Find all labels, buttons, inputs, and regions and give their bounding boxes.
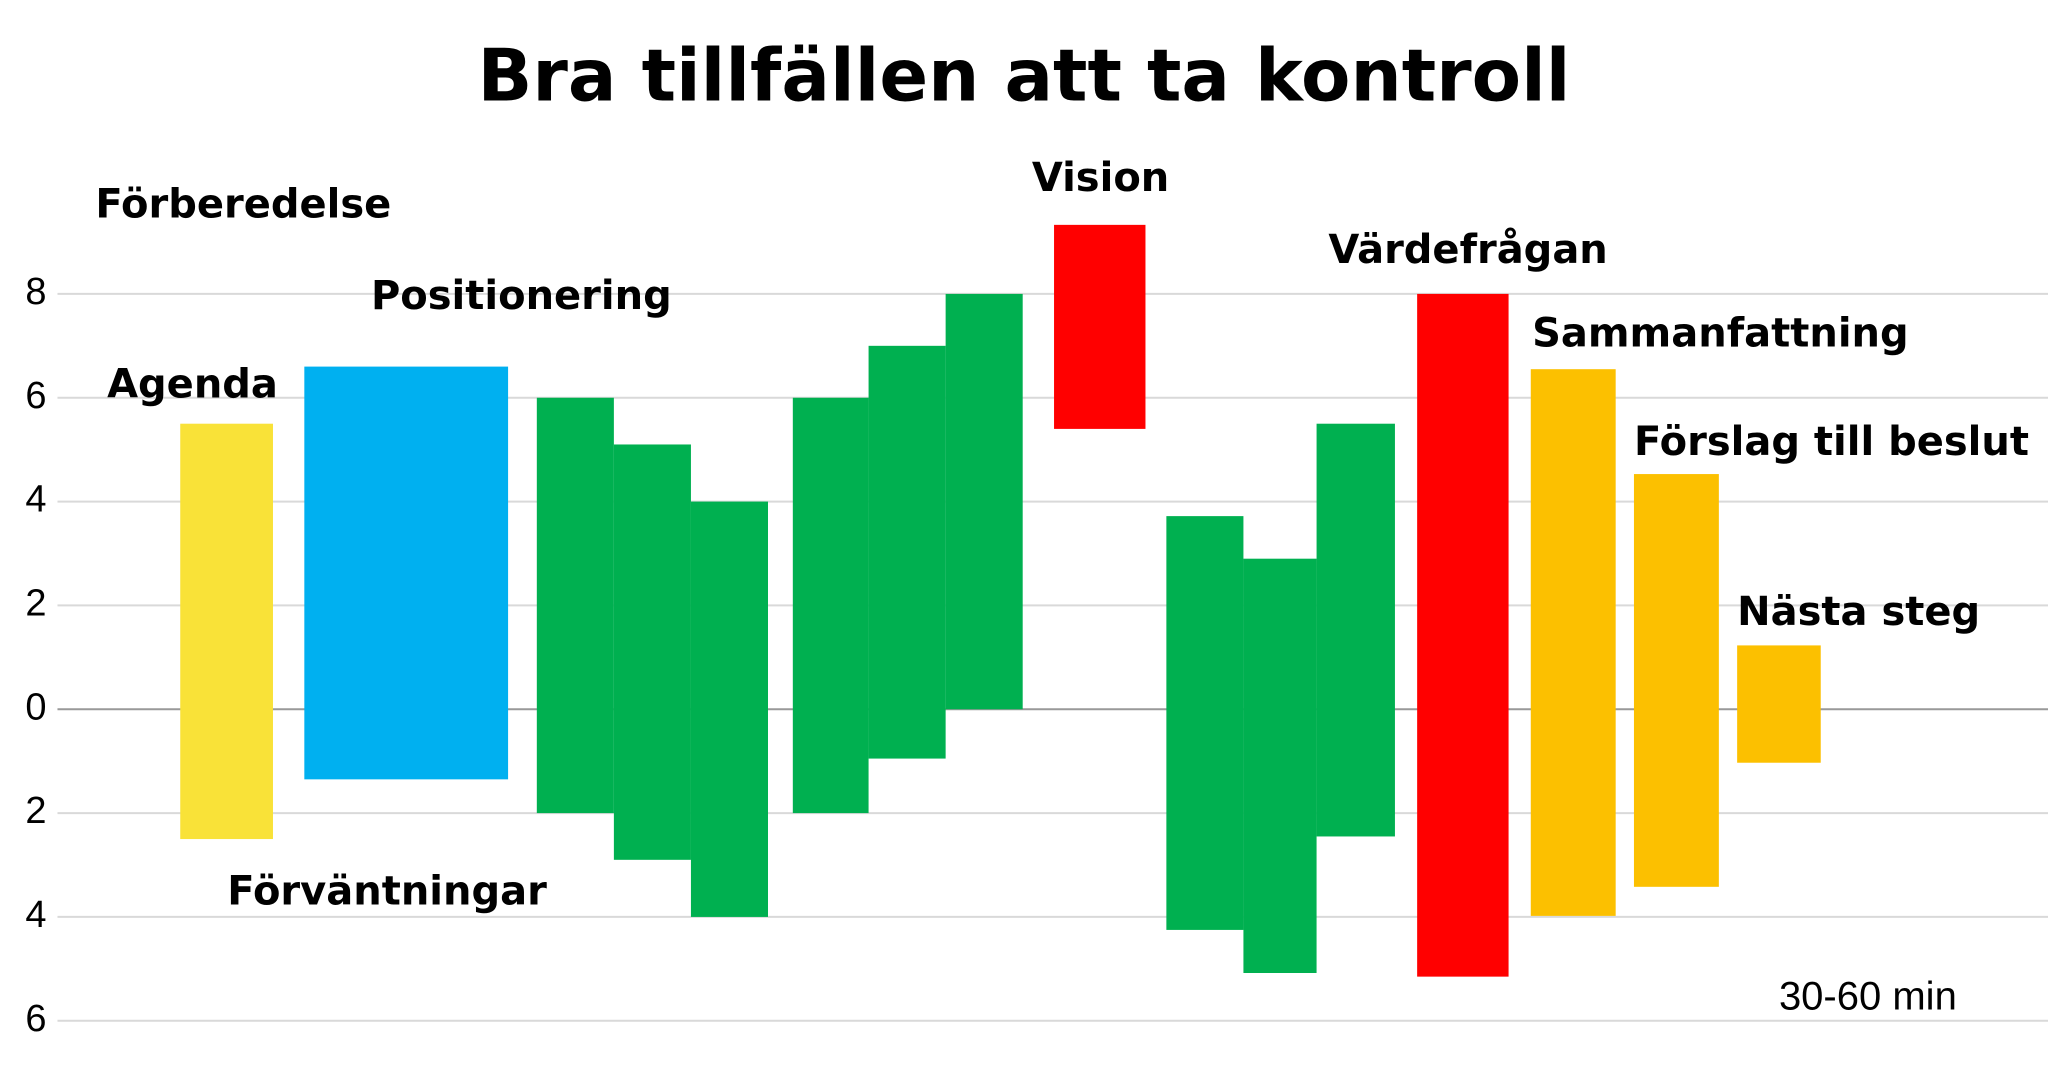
bar <box>945 293 1023 710</box>
bar <box>868 345 946 759</box>
annotation: 30-60 min <box>1779 975 1957 1019</box>
y-tick-label: 8 <box>25 271 46 313</box>
annotation: Sammanfattning <box>1532 311 1909 357</box>
bar <box>1166 516 1244 930</box>
annotation: Nästa steg <box>1737 589 1980 635</box>
bar <box>1530 369 1616 916</box>
y-tick-label: 6 <box>25 375 46 417</box>
bar <box>1737 645 1821 763</box>
bar <box>304 366 509 780</box>
bar <box>1243 558 1317 974</box>
bar <box>180 423 273 840</box>
bar <box>1316 423 1395 837</box>
y-tick-label: 4 <box>25 479 46 521</box>
chart-title: Bra tillfällen att ta kontroll <box>478 34 1571 118</box>
y-tick-label: 2 <box>25 790 46 832</box>
annotation: Förslag till beslut <box>1634 419 2029 465</box>
y-tick-label: 0 <box>25 686 46 728</box>
y-tick-label: 6 <box>25 998 46 1040</box>
annotation: Agenda <box>107 362 278 408</box>
bar <box>1417 293 1509 977</box>
annotation: Positionering <box>371 273 672 319</box>
bar <box>1054 224 1146 429</box>
y-tick-label: 2 <box>25 582 46 624</box>
bar <box>690 501 768 917</box>
bar <box>792 397 869 814</box>
y-tick-label: 4 <box>25 894 46 936</box>
annotation: Förberedelse <box>95 181 391 227</box>
bar <box>613 444 691 860</box>
bar <box>536 397 614 814</box>
annotation: Vision <box>1032 155 1169 201</box>
annotation: Värdefrågan <box>1328 226 1607 273</box>
bar <box>1633 474 1719 887</box>
annotation: Förväntningar <box>227 868 547 914</box>
